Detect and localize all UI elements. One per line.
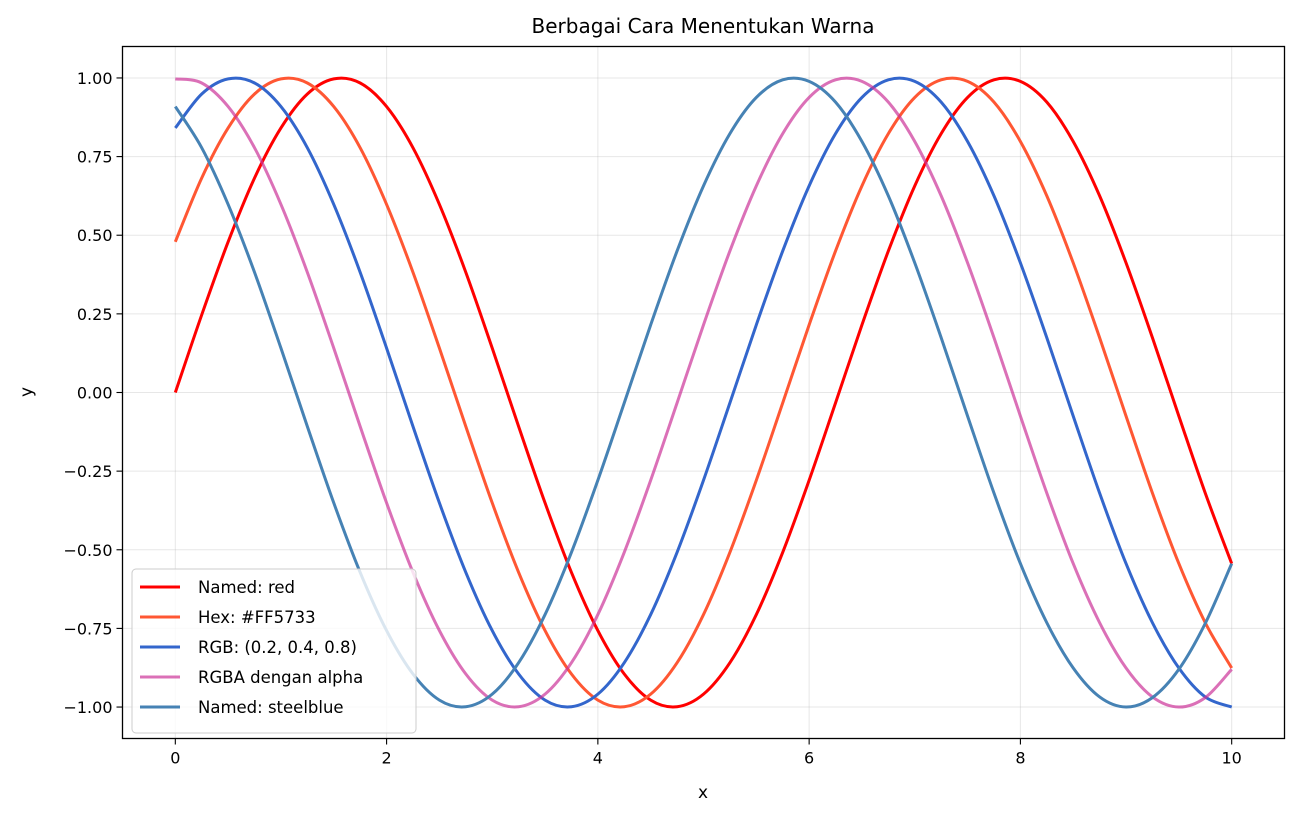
- y-tick-label: 1.00: [77, 69, 113, 88]
- series-line-named-red: [173, 76, 1234, 709]
- x-tick-label: 10: [1222, 749, 1242, 768]
- series-line-hex-ff5733: [173, 76, 1233, 709]
- legend-entry-label: RGB: (0.2, 0.4, 0.8): [198, 638, 357, 657]
- y-tick-label: 0.25: [77, 305, 113, 324]
- series-line-rgb-0-2-0-4-0-8: [174, 76, 1233, 709]
- x-tick-label: 6: [804, 749, 814, 768]
- y-tick-label: 0.50: [77, 226, 113, 245]
- x-tick-label: 4: [593, 749, 603, 768]
- x-tick-label: 8: [1015, 749, 1025, 768]
- series-line-named-steelblue: [174, 76, 1234, 709]
- y-tick-label: −0.25: [63, 462, 112, 481]
- axis-ticks: 0 2 4 6 8 10 1.00 0.75 0.50 0.25 0.00 −0.25 −0.50 −0.…: [63, 69, 1241, 768]
- legend: Named: red Hex: #FF5733 RGB: (0.2, 0.4, 0.…: [131, 568, 417, 734]
- legend-entry-label: RGBA dengan alpha: [198, 668, 363, 687]
- legend-entry-label: Named: steelblue: [198, 698, 344, 717]
- x-axis-label: x: [698, 783, 708, 803]
- x-tick-label: 0: [170, 749, 180, 768]
- chart-title: Berbagai Cara Menentukan Warna: [532, 14, 875, 38]
- plot-series: [173, 76, 1234, 709]
- y-tick-label: −0.50: [63, 541, 112, 560]
- legend-box: [131, 568, 417, 734]
- y-tick-label: −1.00: [63, 698, 112, 717]
- series-line-rgba-dengan-alpha: [175, 76, 1233, 709]
- y-axis-label: y: [17, 387, 37, 397]
- x-tick-label: 2: [381, 749, 391, 768]
- y-tick-label: −0.75: [63, 619, 112, 638]
- legend-entry-label: Hex: #FF5733: [198, 608, 316, 627]
- y-tick-label: 0.75: [77, 148, 113, 167]
- y-tick-label: 0.00: [77, 384, 113, 403]
- legend-entry-label: Named: red: [198, 578, 295, 597]
